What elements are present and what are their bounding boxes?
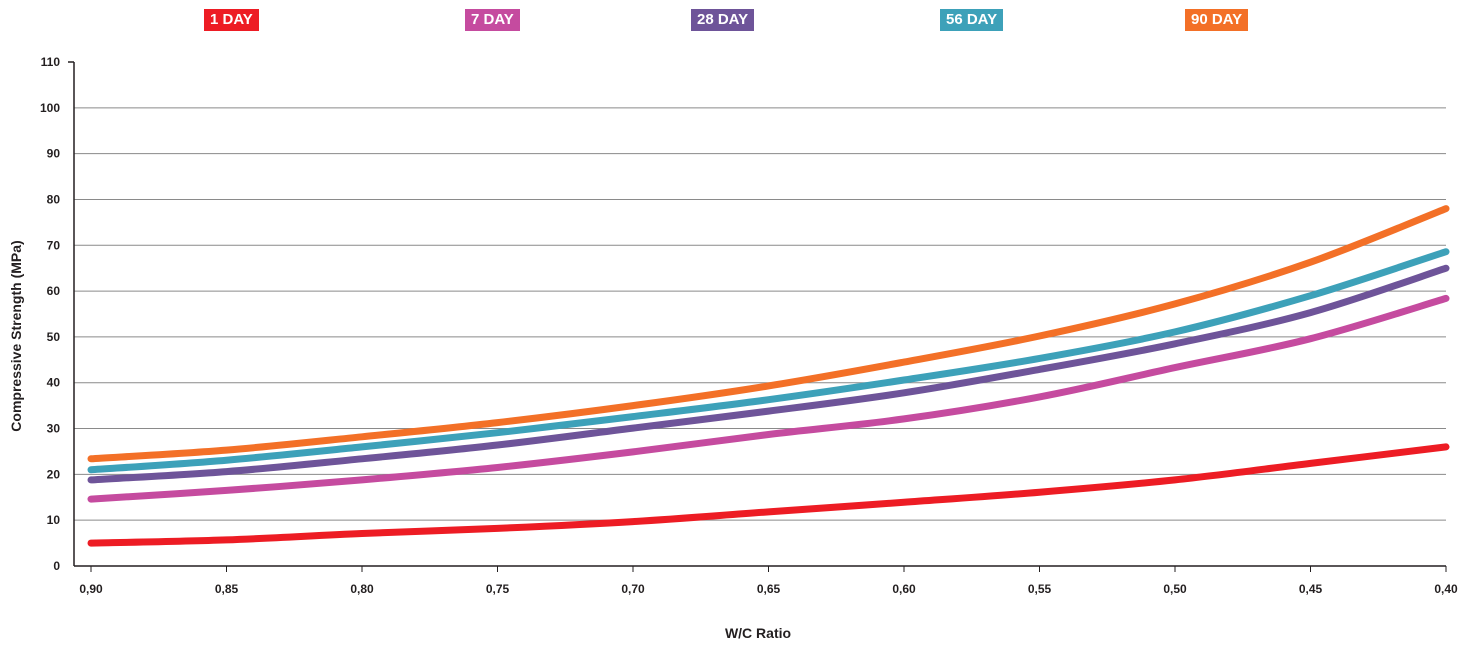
x-axis-title: W/C Ratio (725, 625, 791, 641)
y-tick-label: 90 (47, 147, 61, 161)
legend-item-90-day: 90 DAY (1185, 9, 1249, 31)
y-tick-label: 0 (53, 559, 60, 573)
x-tick-label: 0,90 (79, 582, 103, 596)
x-tick-labels: 0,90 0,85 0,80 0,75 0,70 0,65 0,60 0,55 0,50 0,45… (79, 582, 1458, 596)
legend-item-7-day: 7 DAY (465, 9, 520, 31)
legend-label: 1 DAY (210, 11, 253, 28)
legend-label: 28 DAY (697, 11, 749, 28)
legend-label: 7 DAY (471, 11, 514, 28)
legend-label: 90 DAY (1191, 11, 1243, 28)
x-tick-label: 0,45 (1299, 582, 1323, 596)
legend-label: 56 DAY (946, 11, 998, 28)
x-tick-label: 0,70 (621, 582, 645, 596)
x-tick-label: 0,80 (350, 582, 374, 596)
y-tick-label: 100 (40, 101, 60, 115)
series-line-1-day (87, 443, 1450, 547)
x-tick-label: 0,65 (757, 582, 781, 596)
y-tick-label: 60 (47, 284, 61, 298)
x-tick-label: 0,75 (486, 582, 510, 596)
y-tick-label: 10 (47, 513, 61, 527)
legend-item-56-day: 56 DAY (940, 9, 1004, 31)
y-tick-label: 110 (41, 55, 61, 69)
series-line-28-day (87, 264, 1450, 484)
y-axis-title: Compressive Strength (MPa) (8, 240, 24, 431)
series-line-90-day (87, 205, 1450, 463)
y-tick-label: 20 (47, 467, 61, 481)
x-tick-label: 0,60 (892, 582, 916, 596)
legend-item-28-day: 28 DAY (691, 9, 755, 31)
x-tick-label: 0,40 (1434, 582, 1458, 596)
y-tick-label: 70 (47, 238, 61, 252)
x-tick-label: 0,85 (215, 582, 239, 596)
axes (68, 61, 1447, 572)
x-tick-label: 0,55 (1028, 582, 1052, 596)
x-tick-label: 0,50 (1163, 582, 1187, 596)
y-tick-labels: 0 10 20 30 40 50 60 70 80 90 100 110 (40, 55, 60, 573)
y-tick-label: 30 (47, 422, 61, 436)
series-lines (87, 205, 1450, 547)
legend-item-1-day: 1 DAY (204, 9, 259, 31)
series-line-7-day (87, 294, 1450, 503)
y-tick-label: 80 (47, 192, 61, 206)
y-tick-label: 50 (47, 330, 61, 344)
series-line-56-day (87, 248, 1450, 474)
y-tick-label: 40 (47, 376, 61, 390)
